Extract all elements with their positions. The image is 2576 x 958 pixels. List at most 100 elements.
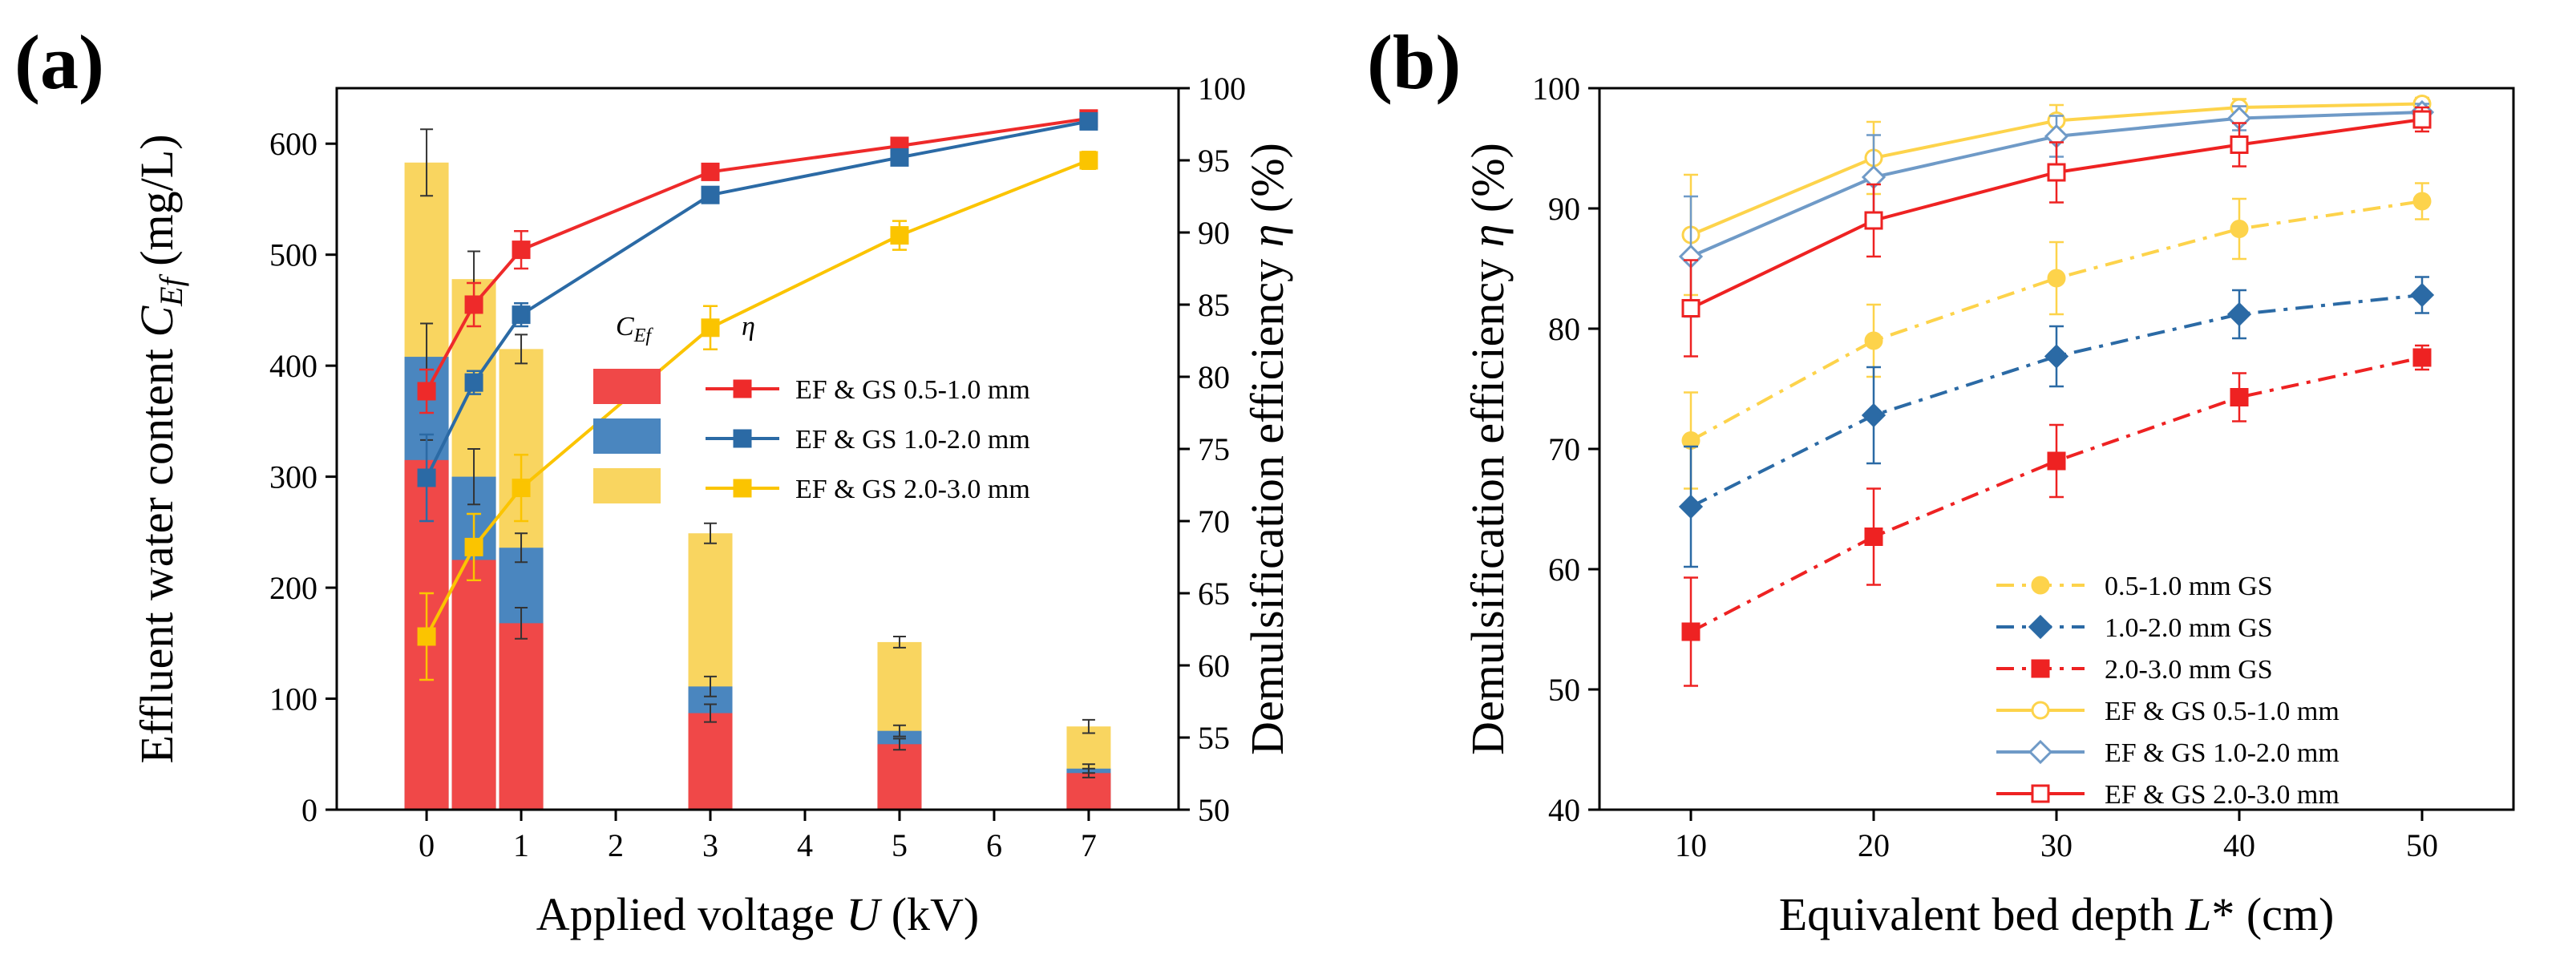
y2-tick-label-a: 80 bbox=[1198, 359, 1230, 395]
y-tick-label-a: 400 bbox=[269, 348, 317, 384]
legend-label-b: 0.5-1.0 mm GS bbox=[2105, 572, 2273, 601]
data-point-a bbox=[701, 318, 720, 338]
x-tick-label-b: 10 bbox=[1675, 827, 1707, 863]
panel-a: (a) 0 1 2 3 4 5 6 70100200300400500600505560657… bbox=[14, 19, 1293, 940]
line-series-a-2 bbox=[425, 119, 1090, 479]
bar-group bbox=[404, 128, 1111, 810]
line-series-group-b bbox=[1678, 95, 2435, 687]
y2-tick-label-a: 55 bbox=[1198, 720, 1230, 756]
bar-red bbox=[1066, 773, 1111, 810]
data-point-b bbox=[1864, 528, 1883, 546]
data-point-b bbox=[1864, 211, 1883, 230]
data-point-b bbox=[2047, 451, 2066, 471]
data-point-b bbox=[1861, 402, 1887, 428]
legend-marker-b bbox=[2028, 739, 2053, 765]
legend-label-a: EF & GS 2.0-3.0 mm bbox=[795, 475, 1030, 504]
panel-b: (b) 10 20 30 40 50 40 50 60 70 80 90 100 0.5-1.0 mm… bbox=[1367, 19, 2515, 940]
axes-b: 10 20 30 40 50 40 50 60 70 80 90 100 bbox=[1532, 71, 2438, 863]
x-tick-label-a: 0 bbox=[419, 827, 435, 863]
y-tick-label-a: 100 bbox=[269, 681, 317, 717]
data-point-b bbox=[2226, 301, 2252, 327]
y-axis-title-a: Effluent water content CEf (mg/L) bbox=[131, 134, 189, 763]
x-axis-title-b: Equivalent bed depth L* (cm) bbox=[1779, 888, 2335, 940]
data-point-b bbox=[1864, 331, 1883, 350]
line-series-b-2 bbox=[1690, 293, 2423, 508]
legend-label-b: 1.0-2.0 mm GS bbox=[2105, 613, 2273, 643]
data-point-a bbox=[512, 241, 531, 260]
data-point-b bbox=[2047, 269, 2066, 288]
data-point-b bbox=[2044, 344, 2069, 369]
legend-label-a: EF & GS 1.0-2.0 mm bbox=[795, 425, 1030, 455]
y-tick-label-b: 80 bbox=[1548, 311, 1580, 347]
legend-marker-a bbox=[733, 479, 752, 498]
y-tick-label-b: 100 bbox=[1532, 71, 1580, 107]
line-series-a-1 bbox=[425, 116, 1090, 392]
legend-marker-b bbox=[2031, 576, 2050, 595]
data-point-a bbox=[417, 382, 436, 401]
y-tick-label-b: 40 bbox=[1548, 792, 1580, 828]
y2-tick-label-a: 70 bbox=[1198, 503, 1230, 540]
data-point-b bbox=[1678, 494, 1704, 519]
legend-b: 0.5-1.0 mm GS 1.0-2.0 mm GS 2.0-3.0 mm GS E… bbox=[1996, 572, 2339, 810]
y-tick-label-b: 60 bbox=[1548, 552, 1580, 588]
data-point-a bbox=[512, 479, 531, 498]
x-tick-label-b: 20 bbox=[1858, 827, 1890, 863]
data-point-b bbox=[2409, 282, 2435, 308]
legend-marker-a bbox=[733, 379, 752, 398]
data-point-a bbox=[701, 185, 720, 204]
y-tick-label-a: 300 bbox=[269, 459, 317, 495]
x-tick-label-a: 4 bbox=[797, 827, 813, 863]
axes-a: 0 1 2 3 4 5 6 701002003004005006005055606570758… bbox=[269, 71, 1246, 863]
legend-marker-b bbox=[2031, 784, 2050, 803]
x-tick-label-a: 6 bbox=[986, 827, 1002, 863]
legend-label-a: EF & GS 0.5-1.0 mm bbox=[795, 375, 1030, 405]
y-tick-label-b: 90 bbox=[1548, 191, 1580, 227]
legend-label-b: EF & GS 2.0-3.0 mm bbox=[2105, 780, 2339, 810]
legend-col1-header: CEf bbox=[616, 312, 653, 346]
legend-swatch-a bbox=[593, 369, 661, 404]
y2-tick-label-a: 85 bbox=[1198, 287, 1230, 323]
data-point-a bbox=[701, 162, 720, 181]
y2-axis-title-a: Demulsification efficiency η (%) bbox=[1241, 143, 1293, 755]
y2-tick-label-a: 95 bbox=[1198, 143, 1230, 179]
data-point-b bbox=[2412, 192, 2432, 211]
data-point-a bbox=[417, 468, 436, 487]
y2-tick-label-a: 50 bbox=[1198, 792, 1230, 828]
data-point-a bbox=[890, 148, 909, 167]
legend-swatch-a bbox=[593, 418, 661, 454]
y-tick-label-a: 200 bbox=[269, 570, 317, 606]
data-point-a bbox=[890, 226, 909, 245]
data-point-b bbox=[1681, 622, 1700, 641]
legend-marker-b bbox=[2028, 614, 2053, 640]
panel-b-label: (b) bbox=[1367, 19, 1461, 105]
data-point-a bbox=[1079, 111, 1098, 131]
legend-marker-b bbox=[2031, 701, 2050, 720]
legend-label-b: EF & GS 0.5-1.0 mm bbox=[2105, 697, 2339, 726]
panel-a-label: (a) bbox=[14, 19, 104, 105]
data-point-a bbox=[464, 373, 483, 392]
data-point-b bbox=[2412, 348, 2432, 367]
legend-swatch-a bbox=[593, 468, 661, 503]
y2-tick-label-a: 60 bbox=[1198, 648, 1230, 684]
x-tick-label-b: 50 bbox=[2406, 827, 2438, 863]
y-tick-label-b: 70 bbox=[1548, 431, 1580, 467]
x-axis-title-a: Applied voltage U (kV) bbox=[536, 888, 979, 940]
x-tick-label-a: 5 bbox=[892, 827, 908, 863]
data-point-b bbox=[2047, 163, 2066, 182]
x-tick-label-a: 3 bbox=[702, 827, 718, 863]
data-point-a bbox=[464, 537, 483, 556]
line-series-a-3 bbox=[425, 159, 1090, 637]
x-tick-label-b: 30 bbox=[2040, 827, 2073, 863]
y2-tick-label-a: 65 bbox=[1198, 576, 1230, 612]
bar-red bbox=[877, 744, 922, 810]
data-point-a bbox=[417, 627, 436, 646]
y2-tick-label-a: 90 bbox=[1198, 215, 1230, 251]
data-point-b bbox=[2230, 135, 2249, 154]
data-point-a bbox=[512, 305, 531, 325]
legend-marker-a bbox=[733, 429, 752, 448]
legend-a: CEf η EF & GS 0.5-1.0 mm EF & GS 1.0-2.0 … bbox=[593, 312, 1030, 504]
x-tick-label-b: 40 bbox=[2223, 827, 2255, 863]
data-point-a bbox=[1079, 151, 1098, 170]
x-tick-label-a: 7 bbox=[1081, 827, 1097, 863]
